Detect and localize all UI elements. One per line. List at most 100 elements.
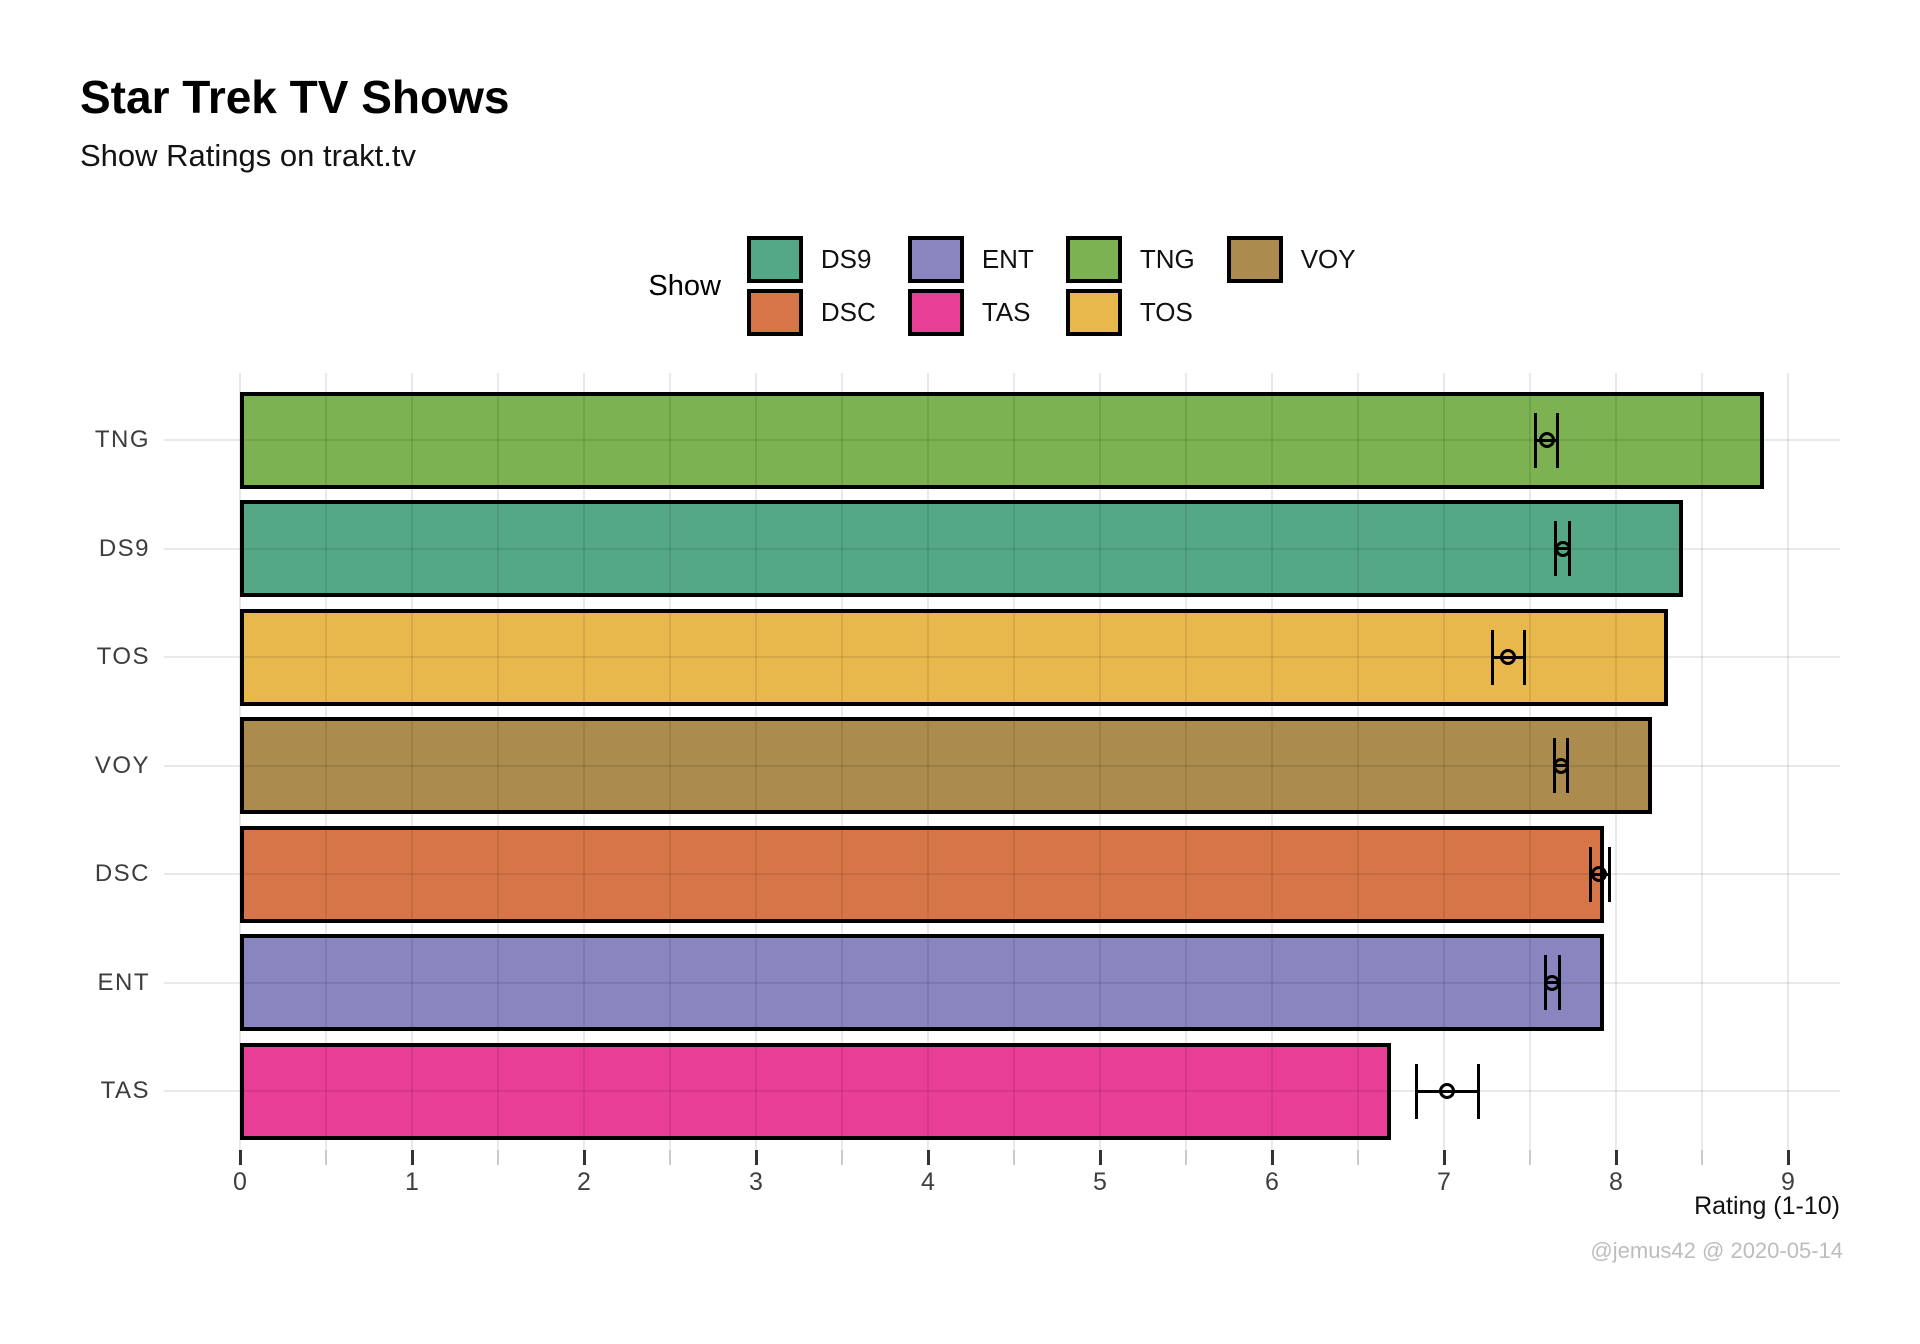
bar-ds9 <box>240 500 1684 598</box>
y-tick-label-ds9: DS9 <box>98 534 150 562</box>
bar-tng <box>240 391 1764 489</box>
gridline-vertical <box>1443 373 1445 1150</box>
legend-swatch-ds9 <box>746 236 803 283</box>
x-axis-tick-minor <box>1013 1150 1015 1165</box>
errorbar-point <box>1539 432 1556 448</box>
legend-swatch-dsc <box>746 289 803 336</box>
gridline-vertical <box>927 373 929 1150</box>
x-axis-tick-minor <box>497 1150 499 1165</box>
chart-caption: @jemus42 @ 2020-05-14 <box>1590 1238 1843 1263</box>
y-tick-label-voy: VOY <box>94 751 150 779</box>
gridline-horizontal <box>164 547 1840 550</box>
gridline-horizontal <box>164 1090 1840 1093</box>
x-axis-tick-major <box>1443 1150 1446 1165</box>
errorbar-point <box>1552 757 1569 774</box>
legend-label: DS9 <box>820 244 872 274</box>
errorbar-point <box>1439 1083 1456 1100</box>
x-axis-title: Rating (1-10) <box>1694 1192 1840 1220</box>
x-tick-label-5: 5 <box>1093 1168 1107 1196</box>
gridline-vertical <box>755 373 757 1150</box>
legend-swatch-ent <box>907 236 964 283</box>
legend-label: TAS <box>981 297 1031 327</box>
errorbar-cap-upper <box>1556 412 1560 468</box>
legend-entry-ds9: DS9 <box>746 236 876 283</box>
y-tick-label-ent: ENT <box>97 968 150 996</box>
errorbar-point <box>1499 649 1516 666</box>
x-tick-label-0: 0 <box>233 1168 247 1196</box>
x-axis-tick-minor <box>841 1150 843 1165</box>
chart-subtitle: Show Ratings on trakt.tv <box>80 138 416 173</box>
errorbar-point <box>1590 866 1607 883</box>
gridline-horizontal <box>164 873 1840 876</box>
x-tick-label-2: 2 <box>577 1168 591 1196</box>
y-axis-labels: TNG DS9 TOS VOY DSC ENT TAS <box>0 373 150 1150</box>
gridline-vertical <box>1701 373 1703 1150</box>
errorbar-point <box>1544 974 1561 991</box>
gridline-vertical <box>325 373 327 1150</box>
gridline-vertical <box>1099 373 1101 1150</box>
x-tick-label-6: 6 <box>1265 1168 1279 1196</box>
x-tick-label-1: 1 <box>405 1168 419 1196</box>
legend-entries: DS9 DSC ENT TAS TNG TOS VOY <box>746 236 1356 337</box>
errorbar-cap-lower <box>1490 629 1494 685</box>
x-axis-tick-major <box>1787 1150 1790 1165</box>
errorbar-cap-upper <box>1476 1063 1480 1119</box>
gridline-vertical <box>1271 373 1273 1150</box>
x-axis-tick-minor <box>1185 1150 1187 1165</box>
bar-voy <box>240 717 1653 815</box>
legend-swatch-tos <box>1065 289 1122 336</box>
x-axis-tick-major <box>239 1150 242 1165</box>
gridline-horizontal <box>164 656 1840 659</box>
plot-panel: 0 1 2 3 4 5 6 7 8 9 <box>164 373 1840 1196</box>
legend-entry-voy: VOY <box>1226 236 1356 283</box>
gridline-vertical <box>1529 373 1531 1150</box>
legend-label: ENT <box>981 244 1034 274</box>
gridline-vertical <box>239 373 241 1150</box>
gridline-vertical <box>1615 373 1617 1150</box>
gridline-vertical <box>411 373 413 1150</box>
legend-entry-tng: TNG <box>1065 236 1195 283</box>
errorbar-cap-lower <box>1414 1063 1418 1119</box>
legend-label: DSC <box>820 297 876 327</box>
y-tick-label-tos: TOS <box>96 643 150 671</box>
x-axis-tick-major <box>1099 1150 1102 1165</box>
errorbar-cap-lower <box>1533 412 1537 468</box>
y-tick-label-tas: TAS <box>100 1077 150 1105</box>
gridline-vertical <box>1185 373 1187 1150</box>
gridline-vertical <box>1013 373 1015 1150</box>
errorbar-cap-upper <box>1607 846 1611 902</box>
x-axis-tick-major <box>755 1150 758 1165</box>
gridline-vertical <box>841 373 843 1150</box>
x-tick-label-9: 9 <box>1781 1168 1795 1196</box>
gridline-horizontal <box>164 981 1840 984</box>
x-axis-tick-minor <box>1357 1150 1359 1165</box>
legend-entry-dsc: DSC <box>746 289 876 336</box>
legend-label: VOY <box>1300 244 1356 274</box>
errorbar-point <box>1554 540 1571 557</box>
legend: Show DS9 DSC ENT TAS TNG TOS VOY <box>164 234 1840 338</box>
gridline-vertical <box>1787 373 1789 1150</box>
x-axis-tick-minor <box>1701 1150 1703 1165</box>
x-tick-label-3: 3 <box>749 1168 763 1196</box>
legend-swatch-tas <box>907 289 964 336</box>
bar-dsc <box>240 825 1604 923</box>
gridline-vertical <box>583 373 585 1150</box>
y-tick-label-dsc: DSC <box>94 860 150 888</box>
legend-label: TOS <box>1139 297 1193 327</box>
x-tick-label-8: 8 <box>1609 1168 1623 1196</box>
legend-entry-ent: ENT <box>907 236 1034 283</box>
bar-ent <box>240 934 1604 1032</box>
x-axis-tick-minor <box>669 1150 671 1165</box>
gridline-horizontal <box>164 439 1840 441</box>
legend-swatch-tng <box>1065 236 1122 283</box>
x-axis-tick-major <box>1271 1150 1274 1165</box>
x-axis-tick-minor <box>1529 1150 1531 1165</box>
x-axis-tick-minor <box>325 1150 327 1165</box>
gridline-horizontal <box>164 764 1840 767</box>
legend-label: TNG <box>1139 244 1195 274</box>
bar-tos <box>240 608 1668 706</box>
errorbar-cap-lower <box>1588 846 1592 902</box>
chart-title: Star Trek TV Shows <box>80 71 510 123</box>
x-axis-tick-major <box>927 1150 930 1165</box>
